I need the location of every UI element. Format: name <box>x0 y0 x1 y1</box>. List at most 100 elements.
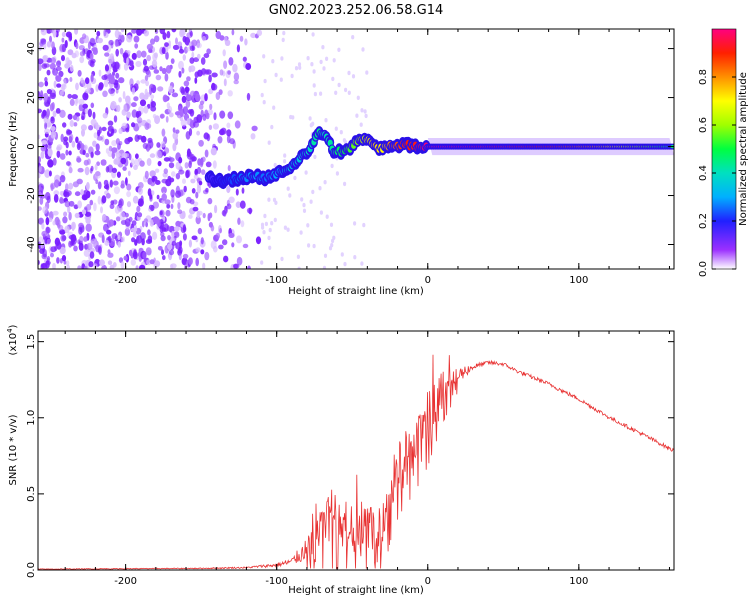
spectrogram-speckle <box>361 47 365 52</box>
spectrogram-speckle <box>59 175 66 183</box>
spectrogram-speckle <box>175 220 181 228</box>
spectrogram-speckle <box>218 244 224 250</box>
spectrogram-speckle <box>90 165 94 172</box>
spectrogram-speckle <box>68 150 72 156</box>
spectrogram-speckle <box>191 235 198 241</box>
spectrogram-speckle <box>261 225 265 230</box>
spectrogram-speckle <box>364 113 368 119</box>
spectrogram-speckle <box>165 65 172 74</box>
spectrogram-speckle <box>52 210 59 216</box>
spectrogram-speckle <box>44 121 48 130</box>
spectrogram-speckle <box>168 85 174 94</box>
spectrogram-speckle <box>136 50 142 59</box>
spectrogram-speckle <box>307 243 311 248</box>
spectrogram-speckle <box>136 205 141 213</box>
spectrogram-speckle <box>56 219 61 227</box>
spectrogram-speckle <box>41 230 48 237</box>
spectrogram-speckle <box>144 170 149 180</box>
spectrogram-speckle <box>101 195 107 204</box>
spectrogram-speckle <box>125 177 128 186</box>
spectrogram-speckle <box>300 197 304 202</box>
snr-multiplier-exp: 4 <box>6 328 14 333</box>
spectrogram-speckle <box>120 180 125 187</box>
snr-series-line <box>38 354 674 570</box>
spectrogram-speckle <box>88 242 93 251</box>
spectrogram-speckle <box>56 150 61 158</box>
spectrogram-speckle <box>140 79 147 84</box>
spectrogram-speckle <box>115 216 121 222</box>
spectrogram-speckle <box>96 37 103 44</box>
spectrogram-speckle <box>131 122 136 128</box>
spectrogram-speckle <box>107 120 114 127</box>
spectrogram-speckle <box>132 195 139 204</box>
spectrogram-speckle <box>288 193 292 198</box>
spectrogram-speckle <box>328 246 333 251</box>
spectrogram-speckle <box>132 251 138 260</box>
spectrogram-speckle <box>146 43 153 51</box>
spectrogram-speckle <box>215 232 221 240</box>
spectrogram-speckle <box>190 178 196 184</box>
spectrogram-speckle <box>167 235 171 241</box>
spectrogram-speckle <box>262 230 266 235</box>
spectrogram-speckle <box>178 48 185 54</box>
spectrogram-speckle <box>171 171 176 177</box>
spectrogram-speckle <box>332 58 336 63</box>
chart-title: GN02.2023.252.06.58.G14 <box>269 3 444 18</box>
spectrogram-speckle <box>322 66 326 71</box>
spectrogram-speckle <box>154 52 158 59</box>
snr-x-label: Height of straight line (km) <box>288 585 424 596</box>
spectrogram-speckle <box>52 29 57 38</box>
spectrogram-speckle <box>213 245 218 253</box>
spectrogram-speckle <box>236 256 243 266</box>
spectrogram-speckle <box>51 41 55 49</box>
spectrogram-speckle <box>131 52 137 60</box>
spectrogram-speckle <box>235 201 241 208</box>
spectrogram-speckle <box>185 170 190 179</box>
spectrogram-speckle <box>323 180 327 185</box>
spectrogram-speckle <box>126 191 131 198</box>
x-tick-label: 0 <box>425 576 431 587</box>
spectrogram-speckle <box>160 235 166 242</box>
spectrogram-speckle <box>171 92 179 98</box>
spectrogram-speckle <box>118 77 125 84</box>
spectrogram-speckle <box>110 100 117 110</box>
spectrogram-speckle <box>44 169 51 178</box>
spectrogram-speckle <box>299 230 303 235</box>
spectrogram-speckle <box>175 173 181 180</box>
spectrogram-speckle <box>147 229 151 236</box>
spectrogram-speckle <box>108 76 116 85</box>
spectrogram-speckle <box>99 259 105 267</box>
spectrogram-y-label: Frequency (Hz) <box>8 111 19 187</box>
spectrogram-speckle <box>274 72 278 78</box>
spectrogram-speckle <box>172 44 180 51</box>
spectrogram-speckle <box>152 231 158 240</box>
spectrogram-speckle <box>191 39 198 47</box>
spectrogram-speckle <box>127 136 133 142</box>
snr-y-label: SNR (10 * v/v) <box>8 414 19 485</box>
snr-frame <box>37 330 675 571</box>
spectrogram-speckle <box>344 87 348 93</box>
x-tick-label: -100 <box>265 576 288 587</box>
spectrogram-speckle <box>151 190 155 196</box>
spectrogram-speckle <box>145 239 153 244</box>
spectrogram-speckle <box>68 234 75 240</box>
spectrogram-speckle <box>193 174 199 180</box>
spectrogram-speckle <box>199 100 205 106</box>
spectrogram-speckle <box>105 148 109 154</box>
spectrogram-speckle <box>102 215 107 221</box>
spectrogram-speckle <box>77 265 82 269</box>
x-tick-label: -100 <box>265 275 288 286</box>
spectrogram-speckle <box>351 35 355 40</box>
spectrogram-speckle <box>155 150 162 159</box>
spectrogram-speckle <box>165 116 169 123</box>
spectrogram-speckle <box>84 107 89 115</box>
spectrogram-speckle <box>78 98 85 106</box>
spectrogram-speckle <box>59 246 66 255</box>
colorbar-ticks: 0.0 0.2 0.4 0.6 0.8 <box>698 69 736 277</box>
spectrogram-speckle <box>98 69 102 77</box>
spectrogram-speckle <box>84 211 91 217</box>
spectrogram-speckle <box>228 57 234 66</box>
spectrogram-speckle <box>247 265 251 269</box>
spectrogram-speckle <box>79 51 86 57</box>
spectrogram-speckle <box>161 249 164 256</box>
